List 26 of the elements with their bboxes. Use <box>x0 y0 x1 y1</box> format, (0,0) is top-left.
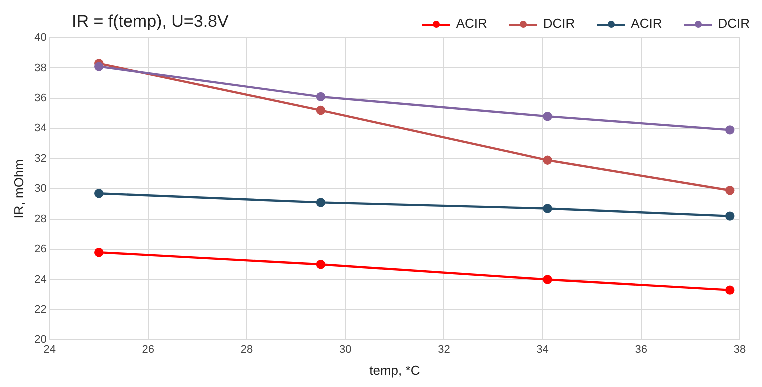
x-tick-label: 34 <box>536 344 549 356</box>
x-tick-label: 28 <box>240 344 254 356</box>
y-tick-label: 30 <box>34 183 47 196</box>
y-tick-label: 26 <box>34 244 47 256</box>
y-tick-label: 36 <box>34 92 47 104</box>
x-tick-label: 24 <box>44 344 56 356</box>
x-tick-label: 38 <box>734 344 746 356</box>
y-axis-title: IR, mOhm <box>11 159 26 219</box>
chart-title: IR = f(temp), U=3.8V <box>72 12 229 32</box>
legend-label: DCIR <box>717 16 750 31</box>
y-tick-label: 34 <box>34 122 47 135</box>
y-tick-label: 32 <box>34 152 47 165</box>
legend-label: ACIR <box>630 16 662 31</box>
x-tick-label: 36 <box>635 344 648 356</box>
legend-label: DCIR <box>542 16 576 31</box>
y-tick-label: 38 <box>34 62 47 74</box>
y-tick-label: 40 <box>34 32 47 44</box>
x-axis-title: temp, *C <box>370 362 420 378</box>
y-tick-label: 28 <box>34 213 47 226</box>
y-tick-label: 22 <box>34 304 47 316</box>
y-tick-label: 24 <box>34 274 47 286</box>
x-tick-label: 26 <box>142 344 155 356</box>
x-tick-label: 32 <box>438 344 450 356</box>
legend-label: ACIR <box>455 16 488 31</box>
y-tick-label: 20 <box>34 334 47 346</box>
x-tick-label: 30 <box>339 344 352 356</box>
